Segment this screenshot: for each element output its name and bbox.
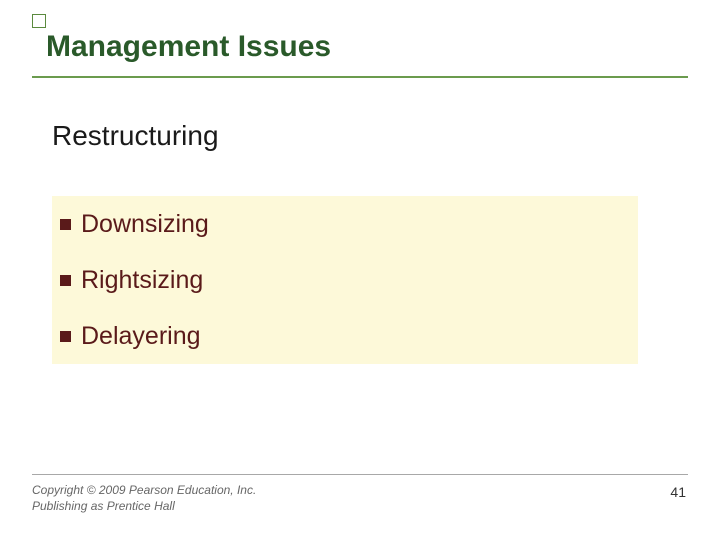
list-item: Delayering <box>52 308 638 364</box>
list-item: Rightsizing <box>52 252 638 308</box>
copyright-line1: Copyright © 2009 Pearson Education, Inc. <box>32 483 256 497</box>
title-underline <box>32 76 688 78</box>
list-item: Downsizing <box>52 196 638 252</box>
footer-divider <box>32 474 688 475</box>
slide: Management Issues Restructuring Downsizi… <box>0 0 720 540</box>
bullet-marker-icon <box>60 331 71 342</box>
copyright-line2: Publishing as Prentice Hall <box>32 499 175 513</box>
slide-subtitle: Restructuring <box>52 120 219 152</box>
slide-title: Management Issues <box>46 30 331 64</box>
bullet-marker-icon <box>60 219 71 230</box>
bullet-text: Downsizing <box>81 210 209 239</box>
bullet-list: Downsizing Rightsizing Delayering <box>52 196 638 364</box>
copyright-text: Copyright © 2009 Pearson Education, Inc.… <box>32 482 256 514</box>
bullet-text: Delayering <box>81 322 201 351</box>
bullet-marker-icon <box>60 275 71 286</box>
page-number: 41 <box>670 484 686 500</box>
corner-decoration <box>32 14 46 28</box>
bullet-text: Rightsizing <box>81 266 203 295</box>
